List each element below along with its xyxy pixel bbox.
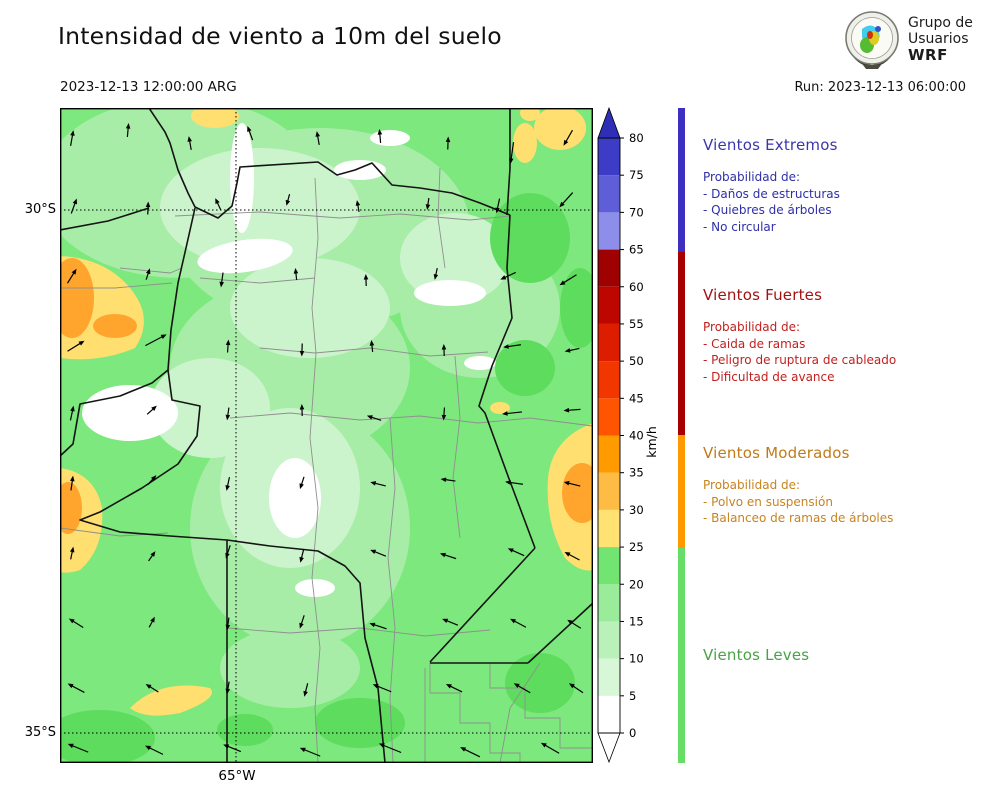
- legend-section-fuertes: Vientos Fuertes Probabilidad de: - Caida …: [703, 286, 995, 385]
- svg-text:10: 10: [629, 652, 644, 666]
- svg-text:55: 55: [629, 317, 644, 331]
- svg-text:35: 35: [629, 466, 644, 480]
- colorbar-ticks: 0 5 10 15 20 25 30 35 40 45 50 55 60 65 70 75 80: [620, 131, 644, 740]
- legend-line: - No circular: [703, 219, 776, 234]
- legend-line: - Dificultad de avance: [703, 369, 835, 384]
- svg-text:25: 25: [629, 540, 644, 554]
- svg-text:45: 45: [629, 391, 644, 405]
- legend-lines: Probabilidad de: - Caida de ramas - Peligr…: [703, 319, 995, 385]
- legend-line: Probabilidad de:: [703, 478, 801, 492]
- svg-text:5: 5: [629, 689, 636, 703]
- legend-title: Vientos Extremos: [703, 136, 838, 154]
- legend-line: - Caida de ramas: [703, 336, 806, 351]
- legend-section-leves: Vientos Leves: [703, 646, 995, 679]
- valid-time-label: 2023-12-13 12:00:00 ARG: [60, 79, 237, 95]
- run-time-label: Run: 2023-12-13 06:00:00: [794, 80, 966, 95]
- wind-map-canvas: [40, 98, 602, 766]
- page-title: Intensidad de viento a 10m del suelo: [58, 22, 502, 50]
- lat-label-35s: 35°S: [24, 725, 56, 740]
- svg-text:60: 60: [629, 280, 644, 294]
- legend-strip-segment: [678, 252, 685, 435]
- legend-strip-segment: [678, 548, 685, 763]
- graticule-lines: [60, 108, 593, 763]
- svg-text:20: 20: [629, 577, 644, 591]
- wind-speed-colorbar: 0 5 10 15 20 25 30 35 40 45 50 55 60 65 70 75 80 km/h: [594, 100, 670, 780]
- legend-title: Vientos Fuertes: [703, 286, 823, 304]
- svg-text:80: 80: [629, 131, 644, 145]
- wind-map: [40, 98, 602, 766]
- legend-title: Vientos Leves: [703, 646, 810, 664]
- legend-lines: Probabilidad de: - Polvo en suspensión - B…: [703, 477, 995, 527]
- globe-logo-icon: [845, 11, 899, 69]
- legend-line: - Daños de estructuras: [703, 186, 840, 201]
- terrain-lighter-green: [150, 148, 510, 568]
- legend-line: - Polvo en suspensión: [703, 494, 833, 509]
- legend-strip-segment: [678, 108, 685, 252]
- legend-color-strip: [678, 108, 685, 763]
- legend-line: - Peligro de ruptura de cableado: [703, 353, 897, 367]
- svg-text:65: 65: [629, 243, 644, 257]
- legend-section-moderados: Vientos Moderados Probabilidad de: - Polv…: [703, 444, 995, 527]
- legend-strip-segment: [678, 435, 685, 548]
- legend-lines: Probabilidad de: - Daños de estructuras - …: [703, 169, 995, 235]
- svg-text:50: 50: [629, 354, 644, 368]
- map-frame: [59, 107, 593, 763]
- wind-arrows-layer: [66, 123, 584, 758]
- legend-title: Vientos Moderados: [703, 444, 850, 462]
- department-boundaries: [59, 167, 594, 764]
- wrf-logo: Grupo de Usuarios WRF: [843, 8, 973, 70]
- logo-line-1: Grupo de: [908, 15, 973, 31]
- legend-section-extremos: Vientos Extremos Probabilidad de: - Daños…: [703, 136, 995, 235]
- logo-line-3: WRF: [908, 46, 948, 64]
- svg-text:40: 40: [629, 429, 644, 443]
- svg-text:30: 30: [629, 503, 644, 517]
- colorbar-segments: [597, 106, 621, 764]
- colorbar-unit-label: km/h: [644, 426, 659, 458]
- legend-line: Probabilidad de:: [703, 320, 801, 334]
- svg-text:15: 15: [629, 614, 644, 628]
- svg-text:0: 0: [629, 726, 636, 740]
- lat-label-30s: 30°S: [24, 202, 56, 217]
- logo-text: Grupo de Usuarios WRF: [908, 15, 973, 63]
- legend-line: - Quiebres de árboles: [703, 203, 832, 217]
- svg-text:70: 70: [629, 205, 644, 219]
- logo-line-2: Usuarios: [908, 31, 969, 47]
- legend-line: Probabilidad de:: [703, 170, 801, 184]
- svg-text:75: 75: [629, 168, 644, 182]
- lon-label-65w: 65°W: [218, 768, 256, 784]
- legend-line: - Balanceo de ramas de árboles: [703, 511, 894, 525]
- province-boundaries: [59, 107, 594, 764]
